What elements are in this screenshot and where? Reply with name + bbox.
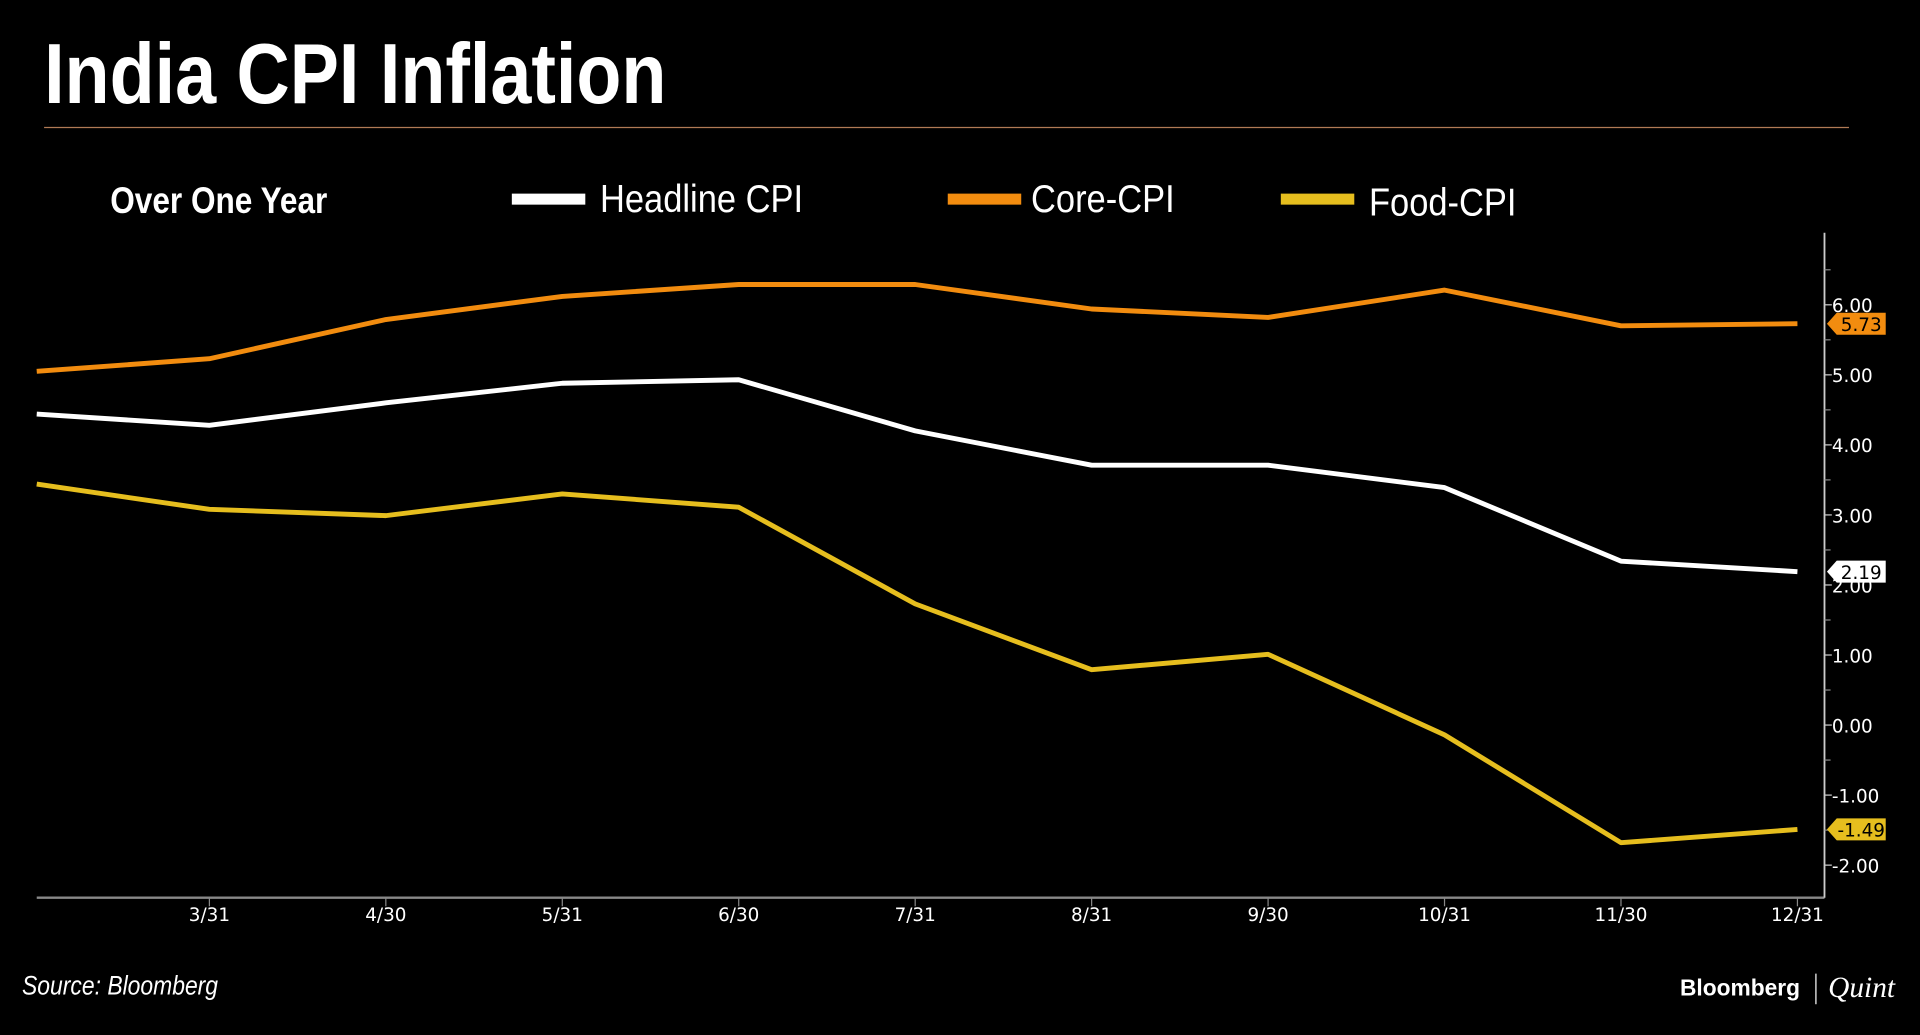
logo-brand: Bloomberg	[1680, 975, 1800, 1001]
x-tick-label: 11/30	[1595, 905, 1648, 926]
chart-subtitle: Over One Year	[110, 181, 327, 222]
legend-label-0: Headline CPI	[600, 177, 803, 221]
series-line-1	[36, 282, 1798, 374]
chart-title: India CPI Inflation	[44, 26, 666, 121]
x-tick-label: 7/31	[895, 905, 936, 926]
axes	[36, 232, 1826, 899]
y-tick-label: -1.00	[1832, 786, 1880, 807]
bloomberg-quint-logo: Bloomberg Quint	[1680, 972, 1896, 1005]
source-note: Source: Bloomberg	[22, 971, 218, 1001]
y-tick-label: 4.00	[1832, 436, 1873, 457]
logo-sub: Quint	[1828, 972, 1896, 1004]
y-tick-label: 6.00	[1832, 296, 1873, 317]
x-tick-label: 8/31	[1071, 905, 1112, 926]
end-label-1: 5.73	[1841, 315, 1882, 336]
y-tick-label: 3.00	[1832, 506, 1873, 527]
end-label-box-0	[1826, 560, 1886, 583]
end-label-box-1	[1826, 312, 1886, 335]
x-tick-label: 3/31	[189, 905, 230, 926]
series-line-2	[36, 481, 1798, 846]
legend-label-1: Core-CPI	[1031, 177, 1175, 221]
end-label-box-2	[1826, 818, 1886, 841]
legend-swatch-1	[947, 193, 1022, 205]
x-tick-label: 9/30	[1247, 905, 1288, 926]
end-label-0: 2.19	[1841, 563, 1882, 584]
legend-swatch-2	[1280, 193, 1355, 205]
x-tick-label: 12/31	[1771, 905, 1824, 926]
y-tick-label: -2.00	[1832, 856, 1880, 877]
x-tick-label: 6/30	[718, 905, 759, 926]
y-tick-label: 0.00	[1832, 716, 1873, 737]
legend: Headline CPI Core-CPI Food-CPI	[511, 177, 1516, 225]
y-tick-label: 1.00	[1832, 646, 1873, 667]
legend-swatch-0	[511, 193, 586, 205]
x-tick-label: 5/31	[542, 905, 583, 926]
series-line-0	[36, 377, 1798, 575]
x-tick-label: 10/31	[1418, 905, 1471, 926]
legend-label-2: Food-CPI	[1369, 181, 1516, 225]
y-tick-label: 5.00	[1832, 366, 1873, 387]
x-tick-label: 4/30	[365, 905, 406, 926]
end-label-2: -1.49	[1837, 821, 1885, 842]
